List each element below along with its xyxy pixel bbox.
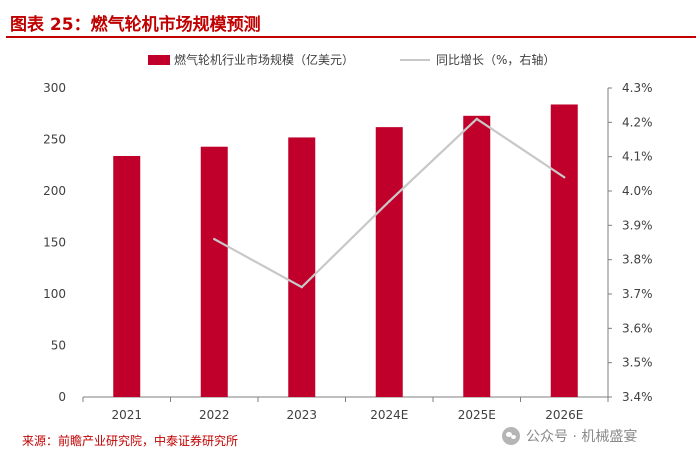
growth-point-2022: [213, 237, 216, 241]
growth-point-2024E: [388, 200, 391, 203]
x-tick-label: 2022: [199, 408, 230, 422]
left-tick-label: 50: [51, 339, 66, 353]
growth-line: [213, 117, 566, 289]
x-tick-label: 2024E: [370, 408, 408, 422]
legend-swatch-bar: [148, 55, 170, 65]
x-tick-label: 2025E: [458, 408, 496, 422]
watermark: 公众号 · 机械盛宴: [502, 426, 637, 446]
left-tick-label: 150: [43, 236, 66, 250]
bar-2021: [113, 155, 141, 397]
chart-title-bar: 图表 25：燃气轮机市场规模预测: [6, 4, 696, 38]
x-axis-ticks: 2021 2022 2023 2024E 2025E 2026E: [82, 397, 609, 422]
right-tick-label: 4.3%: [622, 81, 653, 95]
right-tick-label: 3.6%: [622, 321, 653, 335]
left-tick-label: 200: [43, 184, 66, 198]
legend-label-line: 同比增长（%，右轴）: [436, 52, 555, 67]
left-tick-label: 0: [58, 390, 66, 404]
right-axis-ticks: 3.4% 3.5% 3.6% 3.7% 3.8% 3.9% 4.0% 4.1% 4.2% 4.3%: [608, 81, 653, 404]
bar-2025E: [463, 115, 491, 397]
bar-2026E: [550, 104, 578, 397]
right-tick-label: 3.7%: [622, 287, 653, 301]
growth-point-2025E: [475, 117, 478, 121]
left-axis-ticks: 0 50 100 150 200 250 300: [43, 81, 66, 404]
axes: [83, 88, 609, 398]
growth-point-2026E: [563, 176, 566, 179]
bar-2022: [200, 146, 228, 397]
x-tick-label: 2026E: [545, 408, 583, 422]
bar-2024E: [375, 127, 403, 397]
right-tick-label: 3.4%: [622, 390, 653, 404]
bar-2023: [288, 137, 316, 397]
legend-label-bar: 燃气轮机行业市场规模（亿美元）: [174, 52, 354, 67]
chart-title: 图表 25：燃气轮机市场规模预测: [10, 15, 261, 35]
legend: 燃气轮机行业市场规模（亿美元） 同比增长（%，右轴）: [148, 52, 555, 67]
right-tick-label: 3.5%: [622, 356, 653, 370]
x-tick-label: 2021: [111, 408, 142, 422]
x-tick-label: 2023: [286, 408, 317, 422]
left-tick-label: 100: [43, 287, 66, 301]
left-tick-label: 300: [43, 81, 66, 95]
source-note: 来源：前瞻产业研究院，中泰证券研究所: [22, 434, 239, 448]
right-tick-label: 3.8%: [622, 253, 653, 267]
watermark-text: 公众号 · 机械盛宴: [526, 429, 638, 445]
right-tick-label: 4.2%: [622, 115, 653, 129]
right-tick-label: 3.9%: [622, 218, 653, 232]
right-tick-label: 4.1%: [622, 150, 653, 164]
bars: [113, 104, 578, 397]
wechat-icon: [502, 427, 520, 445]
right-tick-label: 4.0%: [622, 184, 653, 198]
left-tick-label: 250: [43, 133, 66, 147]
growth-point-2023: [300, 285, 303, 289]
